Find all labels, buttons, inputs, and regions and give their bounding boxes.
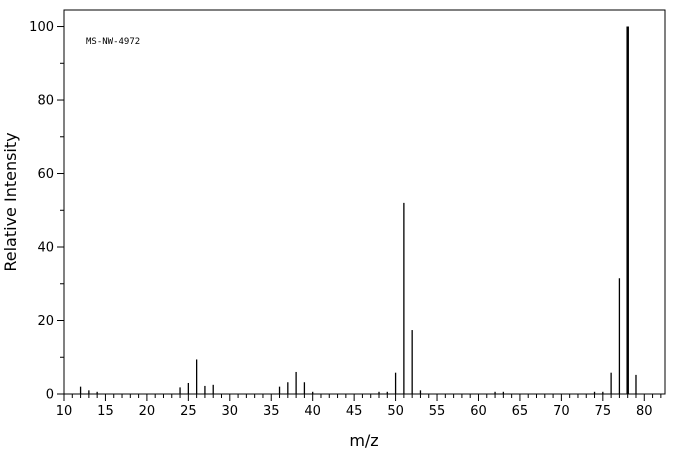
y-tick-label: 100	[29, 20, 54, 35]
x-tick-label: 10	[56, 404, 73, 419]
y-tick-label: 60	[37, 167, 54, 182]
spectrum-id-annotation: MS-NW-4972	[86, 37, 140, 47]
x-tick-label: 20	[139, 404, 156, 419]
x-tick-label: 45	[346, 404, 363, 419]
y-tick-label: 40	[37, 241, 54, 256]
x-tick-label: 25	[180, 404, 197, 419]
x-tick-label: 65	[512, 404, 529, 419]
x-axis-title: m/z	[349, 431, 378, 450]
x-axis: 10 15 20 25 30 35 40 45 50 55 60 65 70 75 80	[56, 394, 662, 419]
y-tick-label: 0	[46, 388, 54, 403]
x-tick-label: 35	[263, 404, 280, 419]
x-tick-label: 40	[304, 404, 321, 419]
x-tick-label: 15	[97, 404, 114, 419]
y-axis-title: Relative Intensity	[1, 132, 20, 271]
x-tick-label: 80	[636, 404, 653, 419]
y-tick-label: 20	[37, 314, 54, 329]
y-axis: 0 20 40 60 80 100	[29, 20, 64, 403]
x-tick-label: 30	[222, 404, 239, 419]
y-tick-label: 80	[37, 94, 54, 109]
x-tick-label: 55	[429, 404, 446, 419]
peak-series	[79, 26, 637, 394]
x-tick-label: 60	[470, 404, 487, 419]
x-tick-label: 75	[595, 404, 612, 419]
plot-frame	[63, 9, 666, 395]
x-tick-label: 50	[387, 404, 404, 419]
x-tick-label: 70	[553, 404, 570, 419]
